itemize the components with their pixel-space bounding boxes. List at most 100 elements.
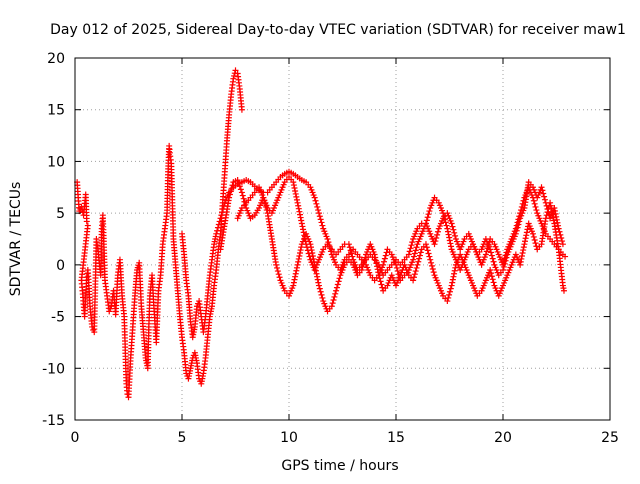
data-point	[293, 264, 300, 271]
data-point	[422, 241, 429, 248]
data-point	[328, 303, 335, 310]
data-point	[516, 218, 523, 225]
data-point	[274, 264, 281, 271]
y-tick-label: -5	[51, 310, 65, 326]
data-point	[298, 244, 305, 251]
data-point	[551, 207, 558, 214]
y-tick-label: -10	[42, 361, 65, 377]
data-point	[412, 247, 419, 254]
data-point	[545, 209, 552, 216]
data-point	[313, 200, 320, 207]
data-point	[428, 259, 435, 266]
data-point	[297, 250, 304, 257]
data-point	[488, 270, 495, 277]
data-point	[554, 219, 561, 226]
data-point	[521, 241, 528, 248]
data-point	[273, 261, 280, 268]
data-point	[315, 279, 322, 286]
data-point	[295, 255, 302, 262]
data-point	[449, 279, 456, 286]
data-point	[292, 187, 299, 194]
data-point	[232, 67, 239, 74]
data-point	[442, 219, 449, 226]
data-point	[515, 221, 522, 228]
plot-frame	[74, 57, 611, 421]
x-tick-label: 15	[387, 430, 405, 446]
data-point	[238, 106, 245, 113]
data-point	[556, 228, 563, 235]
data-point	[226, 194, 233, 201]
data-point	[381, 255, 388, 262]
data-point	[447, 240, 454, 247]
data-point	[424, 214, 431, 221]
data-point	[532, 203, 539, 210]
data-point	[318, 291, 325, 298]
data-point	[432, 238, 439, 245]
data-point	[240, 195, 247, 202]
data-point	[333, 284, 340, 291]
data-point	[542, 199, 549, 206]
data-point	[315, 282, 322, 289]
data-point	[562, 253, 569, 260]
data-point	[414, 261, 421, 268]
data-point	[405, 251, 412, 258]
data-point	[215, 221, 222, 228]
data-point	[313, 270, 320, 277]
data-point	[553, 216, 560, 223]
data-point	[446, 237, 453, 244]
data-point	[348, 250, 355, 257]
data-point	[410, 274, 417, 281]
data-point	[449, 276, 456, 283]
data-point	[489, 255, 496, 262]
data-point	[300, 229, 307, 236]
data-point	[518, 252, 525, 259]
x-tick-label: 25	[601, 430, 619, 446]
data-point	[329, 300, 336, 307]
data-point	[297, 211, 304, 218]
data-point	[302, 238, 309, 245]
data-point	[488, 273, 495, 280]
data-point	[488, 252, 495, 259]
data-point	[531, 200, 538, 207]
data-point	[330, 297, 337, 304]
data-point	[488, 249, 495, 256]
data-point	[410, 256, 417, 263]
data-point	[296, 252, 303, 259]
data-point	[446, 291, 453, 298]
data-point	[444, 228, 451, 235]
data-point	[292, 270, 299, 277]
data-point	[301, 232, 308, 239]
data-point	[555, 222, 562, 229]
data-point	[530, 197, 537, 204]
data-point	[231, 72, 238, 79]
data-point	[349, 253, 356, 260]
data-point	[517, 261, 524, 268]
data-point	[424, 247, 431, 254]
data-point	[314, 203, 321, 210]
data-point	[452, 232, 459, 239]
data-point	[214, 227, 221, 234]
data-point	[447, 285, 454, 292]
x-tick-label: 0	[71, 430, 80, 446]
data-point	[522, 235, 529, 242]
data-point	[299, 223, 306, 230]
data-point	[532, 240, 539, 247]
data-point	[382, 252, 389, 259]
data-point	[226, 191, 233, 198]
data-point	[214, 224, 221, 231]
data-point	[316, 285, 323, 292]
data-point	[217, 215, 224, 222]
data-point	[311, 194, 318, 201]
data-point	[83, 218, 90, 225]
data-point	[303, 244, 310, 251]
data-point	[489, 276, 496, 283]
data-point	[304, 247, 311, 254]
axis-ticks: 0 5 10 15 20 25 -15 -10 -5 0 5 10 15 20	[42, 51, 619, 446]
data-point	[301, 235, 308, 242]
data-point	[290, 182, 297, 189]
data-point	[229, 182, 236, 189]
data-point	[444, 298, 451, 305]
y-tick-label: 20	[47, 51, 65, 67]
